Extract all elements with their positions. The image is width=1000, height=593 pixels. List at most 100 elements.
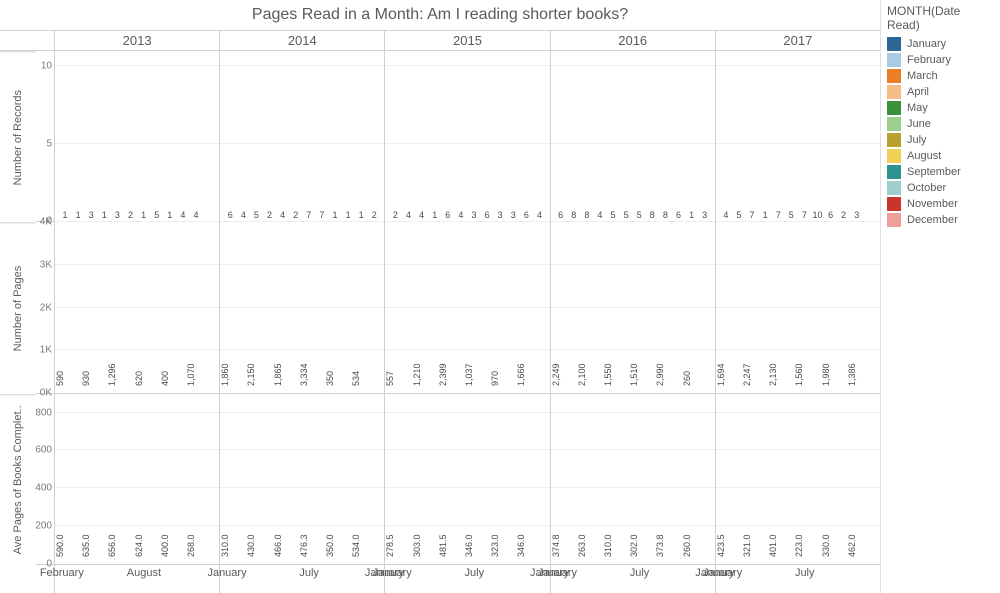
bar-label: 1 xyxy=(763,210,768,221)
legend-item[interactable]: May xyxy=(887,100,994,116)
bar-group: 5571,2102,3991,0379701,666 xyxy=(389,222,545,392)
legend-item[interactable]: September xyxy=(887,164,994,180)
bar-label: 350 xyxy=(325,371,335,388)
bar-label: 1 xyxy=(102,210,107,221)
y-tick: 4K xyxy=(40,217,52,228)
y-tick: 3K xyxy=(40,259,52,270)
legend-item[interactable]: June xyxy=(887,116,994,132)
bar-label: 8 xyxy=(650,210,655,221)
bar-label: 2 xyxy=(372,210,377,221)
y-tick: 5 xyxy=(46,138,52,149)
legend-item[interactable]: August xyxy=(887,148,994,164)
bar-label: 6 xyxy=(524,210,529,221)
bar-label: 1,210 xyxy=(412,363,422,388)
legend-label: April xyxy=(907,86,929,98)
bar-label: 4 xyxy=(458,210,463,221)
bar-label: 1,296 xyxy=(107,363,117,388)
legend-label: October xyxy=(907,182,946,194)
facet-grid: 20132014201520162017Number of Records051… xyxy=(0,30,880,593)
x-axis: JanuaryJulyJanuary xyxy=(550,565,715,593)
bar-label: 1,694 xyxy=(716,363,726,388)
bar-label: 2 xyxy=(293,210,298,221)
legend-swatch xyxy=(887,101,901,115)
bar-label: 1 xyxy=(359,210,364,221)
bar-label: 1,037 xyxy=(464,363,474,388)
legend-swatch xyxy=(887,85,901,99)
bar-label: 4 xyxy=(180,210,185,221)
bar-label: 4 xyxy=(406,210,411,221)
legend-item[interactable]: February xyxy=(887,52,994,68)
bar-label: 635.0 xyxy=(81,534,91,559)
legend-swatch xyxy=(887,37,901,51)
bar-label: 4 xyxy=(723,210,728,221)
bar-label: 1,510 xyxy=(629,363,639,388)
bar-label: 1 xyxy=(167,210,172,221)
panel: 310.0430.0466.0476.3350.0534.0 xyxy=(219,394,384,565)
legend-item[interactable]: March xyxy=(887,68,994,84)
bar-label: 268.0 xyxy=(186,534,196,559)
x-tick-label: July xyxy=(299,567,319,579)
bar-label: 6 xyxy=(828,210,833,221)
bar-label: 6 xyxy=(485,210,490,221)
bar-label: 481.5 xyxy=(438,534,448,559)
bar-label: 346.0 xyxy=(464,534,474,559)
panel: 645242771112 xyxy=(219,51,384,222)
legend-label: January xyxy=(907,38,946,50)
bar-label: 590 xyxy=(55,371,65,388)
legend-item[interactable]: January xyxy=(887,36,994,52)
bar-label: 970 xyxy=(490,371,500,388)
bar-label: 310.0 xyxy=(220,534,230,559)
bar-label: 7 xyxy=(750,210,755,221)
bar-label: 7 xyxy=(776,210,781,221)
legend-swatch xyxy=(887,181,901,195)
bar-label: 1 xyxy=(63,210,68,221)
bar-label: 534 xyxy=(351,371,361,388)
panel: 2,2492,1001,5501,5102,990260 xyxy=(550,222,715,393)
bar-label: 1,070 xyxy=(186,363,196,388)
bar-label: 557 xyxy=(385,371,395,388)
panel: 278.5303.0481.5346.0323.0346.0 xyxy=(384,394,549,565)
bar-label: 373.8 xyxy=(655,534,665,559)
bar-label: 374.8 xyxy=(551,534,561,559)
bar-label: 278.5 xyxy=(385,534,395,559)
bar-label: 2,150 xyxy=(246,363,256,388)
legend-swatch xyxy=(887,69,901,83)
y-axis: 0510 xyxy=(36,51,54,222)
bar-label: 1 xyxy=(689,210,694,221)
legend: MONTH(Date Read) JanuaryFebruaryMarchApr… xyxy=(880,0,1000,593)
bar-label: 7 xyxy=(802,210,807,221)
x-tick-label: July xyxy=(465,567,485,579)
bar-group: 11313215144 xyxy=(59,51,215,221)
bar-label: 3 xyxy=(89,210,94,221)
legend-item[interactable]: July xyxy=(887,132,994,148)
bar-label: 1,980 xyxy=(821,363,831,388)
legend-item[interactable]: April xyxy=(887,84,994,100)
bar-label: 3 xyxy=(511,210,516,221)
legend-label: September xyxy=(907,166,961,178)
bar-label: 3 xyxy=(115,210,120,221)
panel: 11313215144 xyxy=(54,51,219,222)
legend-label: June xyxy=(907,118,931,130)
legend-label: July xyxy=(907,134,927,146)
bar-label: 1,386 xyxy=(847,363,857,388)
x-tick-label: July xyxy=(630,567,650,579)
legend-item[interactable]: November xyxy=(887,196,994,212)
bar-label: 620 xyxy=(134,371,144,388)
bar-group: 457175710623 xyxy=(720,51,876,221)
bar-label: 2,990 xyxy=(655,363,665,388)
panel: 1,6942,2472,1301,5601,9801,386 xyxy=(715,222,880,393)
bar-label: 350.0 xyxy=(325,534,335,559)
bar-label: 400.0 xyxy=(160,534,170,559)
legend-item[interactable]: October xyxy=(887,180,994,196)
x-axis: JanuaryJulyJanuary xyxy=(384,565,549,593)
year-header: 2015 xyxy=(384,31,549,51)
bar-label: 3 xyxy=(702,210,707,221)
legend-item[interactable]: December xyxy=(887,212,994,228)
y-axis: 0K1K2K3K4K xyxy=(36,222,54,393)
panel: 5571,2102,3991,0379701,666 xyxy=(384,222,549,393)
x-tick-label: February xyxy=(40,567,84,579)
bar-group: 374.8263.0310.0302.0373.8260.0 xyxy=(555,394,711,564)
legend-label: May xyxy=(907,102,928,114)
x-tick-label: January xyxy=(207,567,246,579)
legend-swatch xyxy=(887,197,901,211)
